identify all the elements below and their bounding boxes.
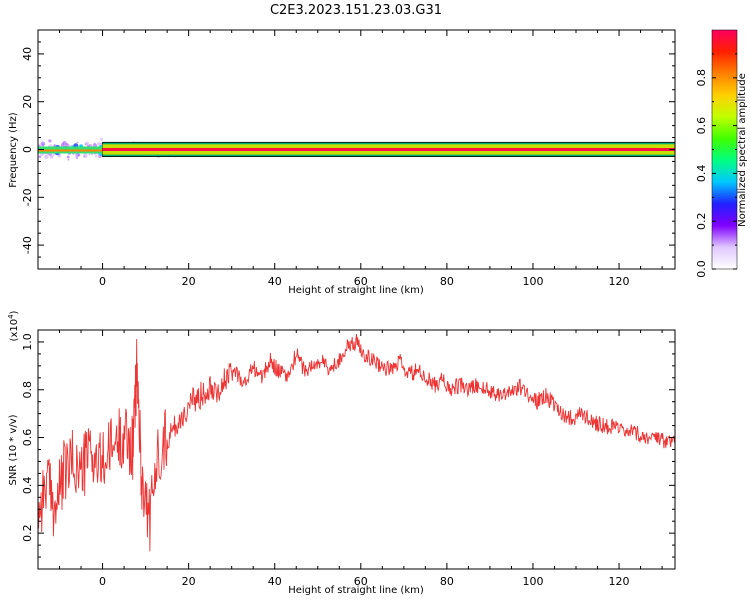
snr-series-line [38, 333, 675, 552]
x-tick-label: 80 [440, 575, 454, 588]
y-tick-label: 0.2 [21, 524, 34, 542]
y-tick-label: 0.4 [21, 477, 34, 495]
spectral-scatter-point [63, 144, 66, 147]
y-tick-label: 0.6 [21, 429, 34, 447]
figure-title: C2E3.2023.151.23.03.G31 [270, 3, 442, 18]
y-tick-label: -40 [21, 236, 34, 254]
x-tick-label: 0 [99, 575, 106, 588]
x-tick-label: 20 [182, 275, 196, 288]
x-tick-label: 40 [268, 275, 282, 288]
y-tick-label: 1.0 [21, 333, 34, 351]
spectral-scatter-point [52, 153, 56, 156]
x-tick-label: 100 [522, 275, 543, 288]
x-tick-label: 0 [99, 275, 106, 288]
spectral-scatter-point [76, 157, 79, 160]
spectral-scatter-point [66, 155, 70, 159]
spectrogram-y-axis-label: Frequency (Hz) [8, 112, 19, 188]
spectral-scatter-point [44, 154, 48, 158]
x-tick-label: 100 [522, 575, 543, 588]
spectral-scatter-point [85, 141, 89, 145]
spectrogram-panel: 0 20 40 60 80 100 120 -40 -20 0 20 40 Height of str… [8, 29, 676, 296]
colorbar-tick-label: 0.2 [695, 212, 708, 230]
colorbar-gradient [712, 30, 737, 269]
spectral-scatter-point [88, 153, 91, 156]
spectrogram-x-axis-label: Height of straight line (km) [288, 285, 424, 296]
snr-scale-label: (x104) [7, 310, 20, 341]
colorbar-label: Normalized spectral amplitude [737, 73, 748, 227]
y-tick-label: -20 [21, 188, 34, 206]
x-tick-label: 120 [609, 275, 630, 288]
x-tick-label: 60 [354, 575, 368, 588]
x-tick-label: 40 [268, 575, 282, 588]
snr-panel: 0 20 40 60 80 100 120 0.2 0.4 0.6 0.8 1.0 Height of… [7, 310, 676, 596]
spectral-scatter-point [93, 142, 96, 145]
spectral-scatter-point [100, 143, 103, 145]
y-tick-label: 0 [21, 146, 34, 153]
y-tick-label: 20 [21, 95, 34, 109]
spectral-scatter-point [89, 143, 92, 147]
colorbar-tick-label: 0.0 [695, 260, 708, 278]
colorbar-tick-label: 0.8 [695, 69, 708, 87]
spectral-scatter-point [38, 155, 42, 158]
y-tick-label: 40 [21, 47, 34, 61]
spectral-scatter-point [76, 141, 79, 144]
spectral-scatter-point [96, 141, 101, 146]
x-tick-label: 60 [354, 275, 368, 288]
snr-y-axis-label: SNR (10 * v/v) [8, 414, 19, 485]
snr-x-axis-label: Height of straight line (km) [288, 585, 424, 596]
x-tick-label: 20 [182, 575, 196, 588]
spectral-scatter-point [83, 155, 86, 158]
spectral-scatter-point [48, 139, 52, 143]
colorbar-tick-label: 0.6 [695, 117, 708, 135]
y-tick-label: 0.8 [21, 381, 34, 399]
spectral-scatter-point [94, 154, 98, 158]
spectral-scatter-point [49, 154, 54, 159]
spectral-scatter-point [41, 143, 45, 146]
x-tick-label: 80 [440, 275, 454, 288]
spectral-scatter-point [100, 137, 103, 141]
spectral-scatter-point [67, 158, 70, 161]
x-tick-label: 120 [609, 575, 630, 588]
colorbar-tick-label: 0.4 [695, 165, 708, 183]
colorbar: 0.0 0.2 0.4 0.6 0.8 Normalized spectral ampl… [695, 29, 748, 278]
band-main-core [102, 148, 675, 151]
spectral-scatter-point [60, 143, 65, 148]
spectral-scatter-point [75, 152, 80, 157]
